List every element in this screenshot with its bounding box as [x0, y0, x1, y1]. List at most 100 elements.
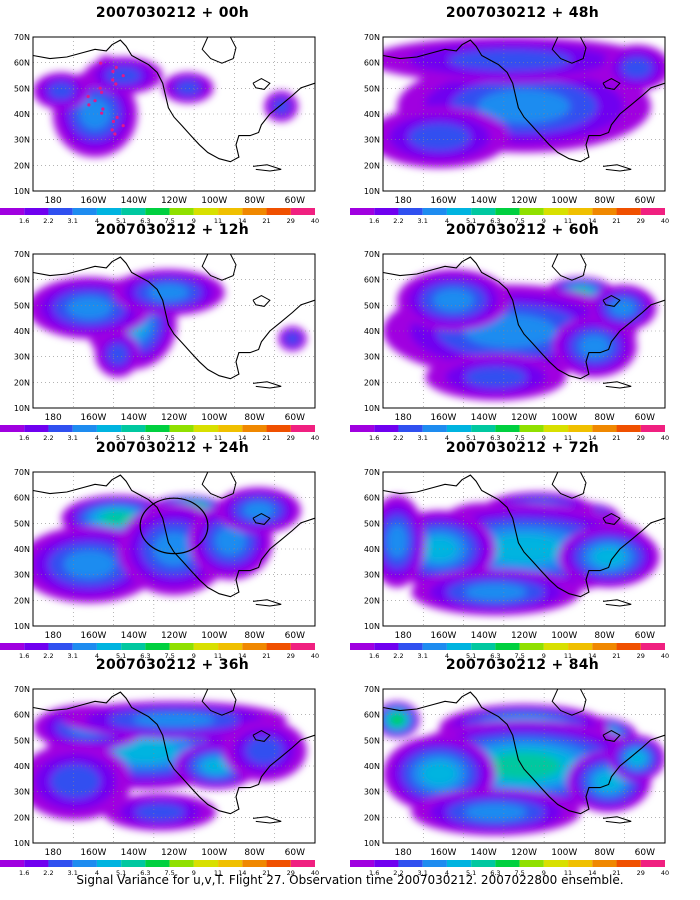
highlight-circle [139, 497, 209, 555]
lon-tick-label: 160W [80, 196, 106, 206]
map-plot: 70N 60N 50N 40N 30N 20N 10N 180 160W 140W 120W 100W… [350, 468, 669, 660]
flight-track-dot [110, 128, 114, 132]
colorbar-label: 3.1 [68, 652, 78, 660]
colorbar-swatch [568, 860, 593, 867]
colorbar-label: 29 [637, 652, 645, 660]
flight-track-dot [115, 115, 119, 119]
variance-contour [63, 550, 115, 579]
colorbar-label: 1.6 [19, 217, 29, 225]
colorbar-label: 40 [661, 434, 669, 442]
colorbar-swatch [519, 643, 544, 650]
colorbar-swatch [374, 208, 399, 215]
colorbar-label: 14 [588, 652, 596, 660]
colorbar-swatch [72, 208, 97, 215]
lon-tick-label: 120W [511, 413, 537, 423]
colorbar-label: 21 [262, 869, 270, 877]
colorbar-label: 3.1 [418, 217, 428, 225]
lat-tick-label: 30N [364, 571, 380, 580]
flight-track-dot [93, 99, 97, 103]
colorbar-swatch [218, 208, 243, 215]
colorbar-swatch [24, 425, 49, 432]
colorbar-label: 1.6 [19, 652, 29, 660]
coastline [383, 39, 665, 163]
colorbar-label: 11 [214, 434, 222, 442]
colorbar-label: 40 [661, 217, 669, 225]
variance-contour [448, 50, 571, 71]
lat-tick-label: 10N [364, 404, 380, 413]
variance-contour [465, 367, 527, 388]
colorbar-swatch [24, 860, 49, 867]
variance-contour [101, 511, 135, 525]
variance-contour [202, 758, 230, 774]
variance-contour [486, 752, 562, 780]
lon-tick-label: 180 [45, 413, 62, 423]
colorbar-label: 6.3 [490, 434, 500, 442]
lat-tick-label: 50N [364, 301, 380, 310]
lat-tick-label: 10N [364, 839, 380, 848]
lon-tick-label: 140W [471, 413, 497, 423]
colorbar-swatch [398, 860, 423, 867]
coastline [33, 39, 315, 163]
lon-tick-label: 160W [430, 413, 456, 423]
panel-title: 2007030212 + 48h [445, 5, 600, 21]
colorbar-swatch [422, 425, 447, 432]
colorbar-label: 11 [564, 434, 572, 442]
colorbar-label: 2.2 [43, 217, 53, 225]
lon-tick-label: 100W [201, 848, 227, 858]
colorbar-swatch [193, 208, 219, 215]
colorbar-swatch [266, 860, 291, 867]
colorbar-label: 11 [214, 217, 222, 225]
variance-contour [622, 57, 652, 78]
colorbar-swatch [350, 643, 375, 650]
lat-tick-label: 20N [14, 813, 30, 822]
flight-track-dot [114, 82, 118, 86]
colorbar-swatch [121, 860, 146, 867]
colorbar-label: 5.1 [116, 217, 126, 225]
colorbar-swatch [592, 860, 617, 867]
colorbar-label: 5.1 [466, 434, 476, 442]
panel-title: 2007030212 + 00h [95, 5, 250, 21]
colorbar-swatch [48, 425, 73, 432]
lat-tick-label: 30N [364, 136, 380, 145]
lon-tick-label: 100W [551, 631, 577, 641]
flight-track-dot [111, 78, 115, 82]
colorbar-label: 40 [311, 434, 319, 442]
lat-tick-label: 50N [364, 84, 380, 93]
colorbar-swatch [519, 208, 544, 215]
colorbar-swatch [446, 425, 472, 432]
map-panel-12h: 2007030212 + 12h 70N 60N 50N 40N 30N 20N 10N 180… [0, 222, 345, 442]
colorbar-label: 14 [588, 217, 596, 225]
colorbar-label: 14 [238, 434, 246, 442]
lon-tick-label: 140W [121, 413, 147, 423]
colorbar-label: 29 [287, 652, 295, 660]
colorbar-swatch [96, 643, 122, 650]
colorbar-swatch [495, 860, 520, 867]
colorbar-swatch [121, 208, 146, 215]
lat-tick-label: 10N [364, 187, 380, 196]
panel-title: 2007030212 + 84h [445, 657, 600, 673]
colorbar-swatch [374, 860, 399, 867]
colorbar-label: 21 [262, 434, 270, 442]
lon-tick-label: 80W [244, 196, 264, 206]
lat-tick-label: 40N [364, 110, 380, 119]
lat-tick-label: 60N [14, 276, 30, 285]
lat-tick-label: 40N [364, 327, 380, 336]
lat-tick-label: 20N [364, 596, 380, 605]
flight-track-dot [111, 119, 116, 124]
colorbar-swatch [398, 208, 423, 215]
variance-contour [390, 714, 404, 725]
colorbar-label: 21 [262, 652, 270, 660]
colorbar-label: 5.1 [466, 217, 476, 225]
colorbar-label: 21 [612, 652, 620, 660]
lon-tick-label: 60W [285, 196, 305, 206]
lon-tick-label: 160W [430, 848, 456, 858]
figure-grid: 2007030212 + 00h 70N 60N 50N 40N 30N 20N 10N 180… [0, 5, 669, 877]
lon-tick-label: 80W [244, 413, 264, 423]
lat-tick-label: 40N [364, 545, 380, 554]
lat-tick-label: 70N [364, 468, 380, 477]
colorbar-swatch [374, 643, 399, 650]
colorbar-swatch [640, 425, 665, 432]
variance-contour [66, 296, 112, 320]
colorbar-label: 9 [192, 652, 196, 660]
colorbar-swatch [568, 643, 593, 650]
